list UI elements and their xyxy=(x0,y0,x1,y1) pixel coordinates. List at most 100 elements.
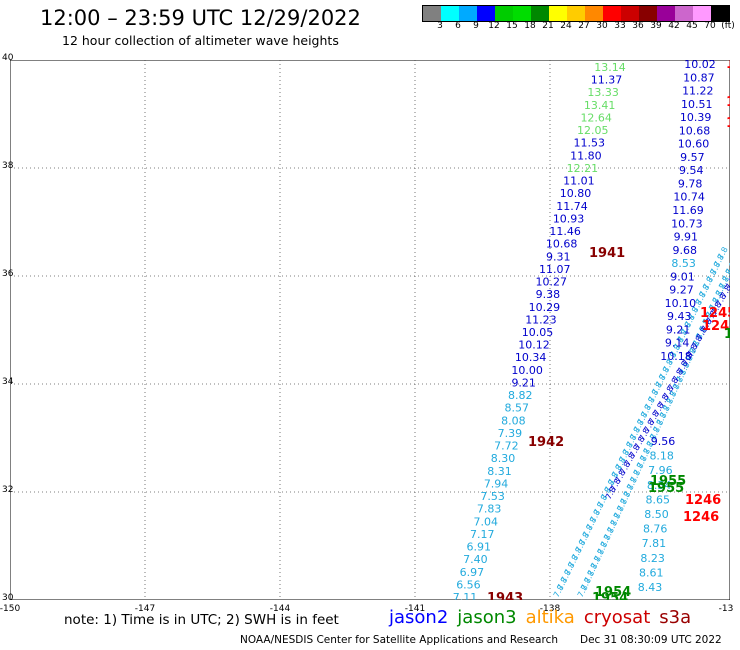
wave-height-value: 11.69 xyxy=(672,204,704,217)
wave-height-values: 13.1411.3713.3313.4112.6412.0511.5311.80… xyxy=(453,60,716,600)
wave-height-value: 10.02 xyxy=(684,60,716,71)
color-scale-label: 21 xyxy=(542,21,554,31)
wave-height-value: 10.60 xyxy=(678,138,710,151)
wave-height-value: 8.53 xyxy=(671,257,696,270)
pass-time-label: 1245 xyxy=(702,319,730,334)
wave-height-value: 11.07 xyxy=(539,263,571,276)
color-swatch xyxy=(657,6,675,21)
color-swatch xyxy=(585,6,603,21)
page-title: 12:00 – 23:59 UTC 12/29/2022 xyxy=(40,6,361,30)
wave-height-value: 11.80 xyxy=(570,149,602,162)
wave-height-value: 8.30 xyxy=(491,452,516,465)
wave-height-value: 9.78 xyxy=(678,177,703,190)
color-swatch xyxy=(711,6,729,21)
latitude-label: 32 xyxy=(2,485,14,495)
wave-height-value: 6.91 xyxy=(467,541,492,554)
color-scale-label: 42 xyxy=(668,21,680,31)
wave-height-value: 9.21 xyxy=(511,376,536,389)
wave-height-value: 7.53 xyxy=(480,490,505,503)
latitude-label: 40 xyxy=(2,53,14,63)
pass-time-label: 1942 xyxy=(528,435,564,450)
dense-track-glyph: 7.8 xyxy=(724,275,730,290)
wave-height-value: 11.22 xyxy=(682,85,714,98)
wave-height-value: 10.27 xyxy=(536,276,568,289)
dense-track-glyph: 7.8 xyxy=(716,245,730,260)
pass-time-label: 12 xyxy=(726,95,730,110)
wave-height-value: 8.61 xyxy=(639,566,664,579)
wave-height-value: 8.82 xyxy=(508,389,533,402)
wave-height-value: 9.91 xyxy=(674,231,699,244)
wave-height-value: 10.80 xyxy=(560,187,592,200)
color-scale-label: 15 xyxy=(506,21,518,31)
pass-time-label: 1955 xyxy=(648,481,684,496)
wave-height-value: 10.74 xyxy=(673,191,705,204)
color-scale-label: 70 xyxy=(704,21,716,31)
footer-credit: NOAA/NESDIS Center for Satellite Applica… xyxy=(240,634,558,646)
wave-height-value: 6.56 xyxy=(456,578,481,591)
pass-time-label: 1 xyxy=(724,327,730,342)
wave-height-value: 10.68 xyxy=(546,238,578,251)
dense-track-glyph: 7.8 xyxy=(724,260,730,275)
color-swatch xyxy=(549,6,567,21)
legend-altika: altika xyxy=(525,607,575,628)
map-frame xyxy=(10,60,730,600)
wave-height-value: 7.96 xyxy=(648,464,673,477)
wave-height-value: 10.93 xyxy=(553,212,585,225)
pass-time-label: 1245 xyxy=(700,306,730,321)
wave-height-value: 9.68 xyxy=(672,244,697,257)
footer-timestamp: Dec 31 08:30:09 UTC 2022 xyxy=(580,634,722,646)
wave-height-value: 9.43 xyxy=(667,310,692,323)
dense-track-glyph: 7.8 xyxy=(721,268,730,283)
wave-height-value: 11.23 xyxy=(525,313,557,326)
wave-height-value: 10.10 xyxy=(665,297,697,310)
wave-height-value: 9.57 xyxy=(680,151,705,164)
wave-height-value: 13.33 xyxy=(587,86,619,99)
color-scale-label: 12 xyxy=(488,21,500,31)
wave-height-value: 8.57 xyxy=(505,402,530,415)
pass-time-label: 1 xyxy=(726,60,730,72)
color-scale-label: 45 xyxy=(686,21,698,31)
wave-height-value: 10.39 xyxy=(680,111,712,124)
wave-height-value: 8.08 xyxy=(501,414,526,427)
color-scale-label: 39 xyxy=(650,21,662,31)
wave-height-value: 10.12 xyxy=(518,339,550,352)
wave-height-value: 11.46 xyxy=(549,225,581,238)
color-scale-label: 27 xyxy=(578,21,590,31)
wave-height-value: 12.64 xyxy=(580,111,612,124)
longitude-label: -13 xyxy=(718,604,734,614)
wave-height-value: 9.01 xyxy=(670,270,695,283)
latitude-label: 36 xyxy=(2,269,14,279)
color-scale-label: 36 xyxy=(632,21,644,31)
wave-height-value: 6.97 xyxy=(460,566,485,579)
wave-height-value: 7.11 xyxy=(453,591,478,600)
wave-height-value: 7.40 xyxy=(463,553,488,566)
color-scale-label: 9 xyxy=(473,21,479,31)
wave-height-value: 10.29 xyxy=(529,301,561,314)
color-swatch xyxy=(477,6,495,21)
legend-s3a: s3a xyxy=(659,607,692,628)
color-swatch xyxy=(423,6,441,21)
longitude-label: -138 xyxy=(539,604,561,614)
dense-track-glyph: 7.8 xyxy=(717,275,730,290)
wave-height-value: 7.72 xyxy=(494,440,519,453)
dense-track-glyph: 7.8 xyxy=(719,284,730,299)
pass-time-label: 12 xyxy=(726,116,730,131)
color-swatch xyxy=(495,6,513,21)
pass-time-label: 1246 xyxy=(685,493,721,508)
wave-height-value: 10.00 xyxy=(511,364,543,377)
color-scale-label: 3 xyxy=(437,21,443,31)
legend-jason2: jason2 xyxy=(389,607,449,628)
wave-height-value: 10.34 xyxy=(515,351,547,364)
wave-height-value: 8.65 xyxy=(646,493,671,506)
color-swatch xyxy=(531,6,549,21)
wave-height-value: 7.17 xyxy=(470,528,495,541)
color-swatch xyxy=(513,6,531,21)
wave-height-value: 10.18 xyxy=(660,350,692,363)
legend-cryosat: cryosat xyxy=(583,607,651,628)
wave-height-value: 7.83 xyxy=(477,503,502,516)
wave-height-value: 12.21 xyxy=(567,162,599,175)
color-swatch xyxy=(693,6,711,21)
wave-height-value: 9.54 xyxy=(679,164,704,177)
wave-height-value: 8.76 xyxy=(643,523,668,536)
